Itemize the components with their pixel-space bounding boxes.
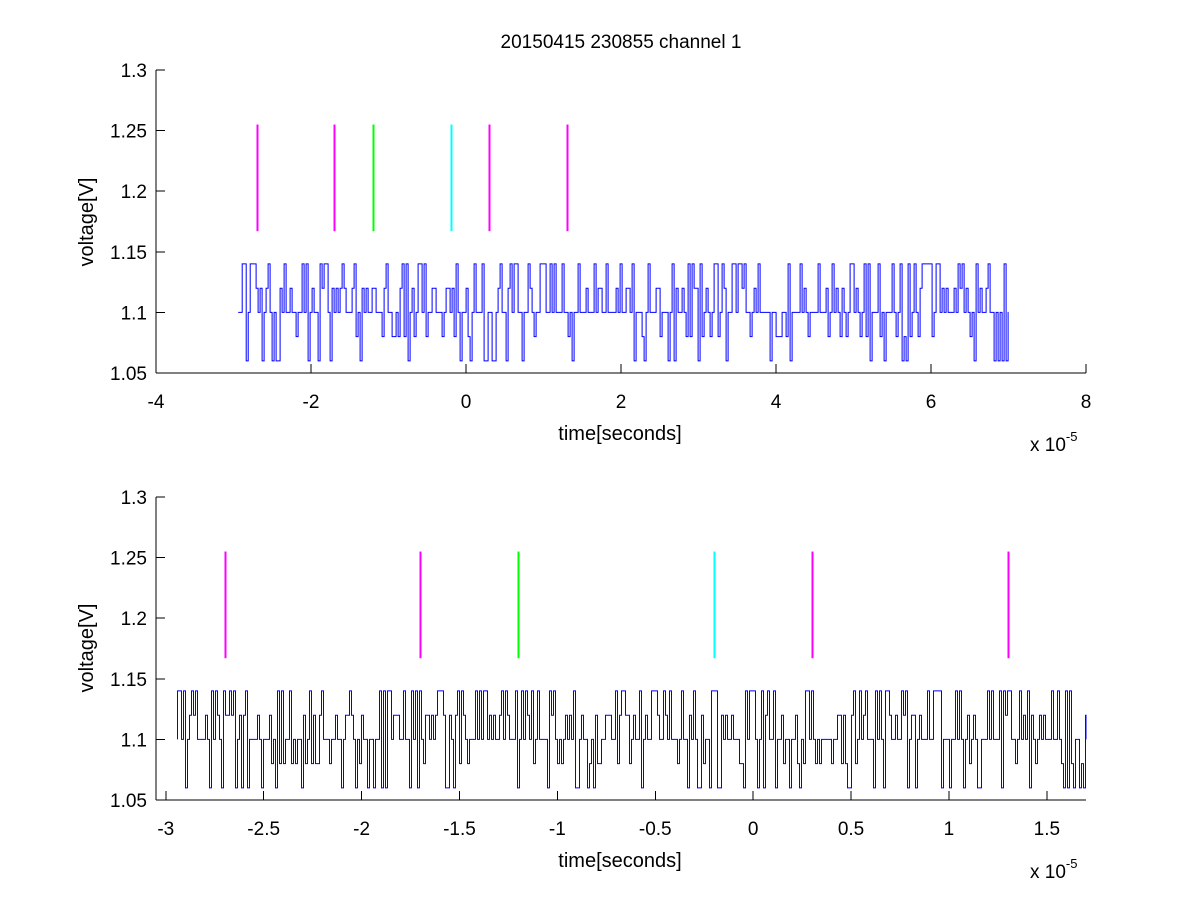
x-tick-label: 0 — [461, 392, 472, 413]
top-x-multiplier-exponent: -5 — [1066, 429, 1078, 444]
bottom-y-axis-label: voltage[V] — [76, 604, 98, 693]
top-event-markers — [256, 124, 569, 232]
bottom-axes: -3 -2.5 -2 -1.5 -1 -0.5 0 0.5 1 1.5 1.051.11.151.… — [110, 488, 1086, 840]
x-tick-label: -2 — [303, 392, 320, 413]
y-tick-label: 1.2 — [121, 609, 147, 630]
bottom-event-markers — [224, 551, 1010, 659]
x-tick-label: -2.5 — [247, 819, 280, 840]
x-tick-label: 8 — [1081, 392, 1092, 413]
top-axes: -4 -2 0 2 4 6 8 1.05 1.1 1.15 1.2 1.25 1.3 — [110, 61, 1091, 413]
x-tick-label: 2 — [616, 392, 627, 413]
signal-line — [177, 690, 1087, 789]
y-tick-label: 1.1 — [121, 303, 147, 324]
y-tick-label: 1.3 — [121, 488, 147, 509]
bottom-x-axis-label: time[seconds] — [558, 850, 681, 872]
bottom-signal-trace — [177, 690, 1087, 789]
x-tick-label: 0.5 — [838, 819, 864, 840]
y-tick-label: 1.05 — [110, 364, 147, 385]
bottom-x-multiplier-base: x 10 — [1030, 862, 1066, 883]
top-plot: -4 -2 0 2 4 6 8 1.05 1.1 1.15 1.2 1.25 1.3 time[sec… — [76, 61, 1091, 456]
x-tick-label: 4 — [771, 392, 782, 413]
x-tick-label: 1.5 — [1034, 819, 1060, 840]
top-x-ticks: -4 -2 0 2 4 6 8 — [148, 364, 1092, 413]
x-tick-label: -0.5 — [639, 819, 672, 840]
x-tick-label: -1.5 — [443, 819, 476, 840]
top-y-axis-label: voltage[V] — [76, 178, 98, 267]
top-y-ticks: 1.05 1.1 1.15 1.2 1.25 1.3 — [110, 61, 165, 385]
top-x-axis-label: time[seconds] — [558, 423, 681, 445]
x-tick-label: 6 — [926, 392, 937, 413]
y-tick-label: 1.3 — [121, 61, 147, 82]
top-x-multiplier: x 10-5 — [1030, 429, 1077, 456]
top-x-multiplier-base: x 10 — [1030, 435, 1066, 456]
x-tick-label: -4 — [148, 392, 165, 413]
y-tick-label: 1.15 — [110, 670, 147, 691]
x-tick-label: -1 — [549, 819, 566, 840]
y-tick-label: 1.15 — [110, 243, 147, 264]
y-tick-label: 1.2 — [121, 182, 147, 203]
x-tick-label: -3 — [157, 819, 174, 840]
bottom-x-multiplier-exponent: -5 — [1066, 856, 1078, 871]
bottom-y-ticks: 1.05 1.1 1.15 1.2 1.25 1.3 — [110, 488, 165, 812]
signal-line — [238, 263, 1009, 362]
y-tick-label: 1.25 — [110, 549, 147, 570]
x-tick-label: -2 — [353, 819, 370, 840]
x-tick-label: 1 — [944, 819, 955, 840]
chart-title: 20150415 230855 channel 1 — [501, 32, 742, 53]
bottom-plot: -3 -2.5 -2 -1.5 -1 -0.5 0 0.5 1 1.5 1.051.11.151.… — [76, 488, 1087, 883]
y-tick-label: 1.1 — [121, 730, 147, 751]
y-tick-label: 1.25 — [110, 122, 147, 143]
x-tick-label: 0 — [748, 819, 759, 840]
y-tick-label: 1.05 — [110, 791, 147, 812]
top-signal-trace — [238, 263, 1009, 362]
bottom-x-ticks: -3 -2.5 -2 -1.5 -1 -0.5 0 0.5 1 1.5 — [157, 791, 1060, 840]
bottom-x-multiplier: x 10-5 — [1030, 856, 1077, 883]
